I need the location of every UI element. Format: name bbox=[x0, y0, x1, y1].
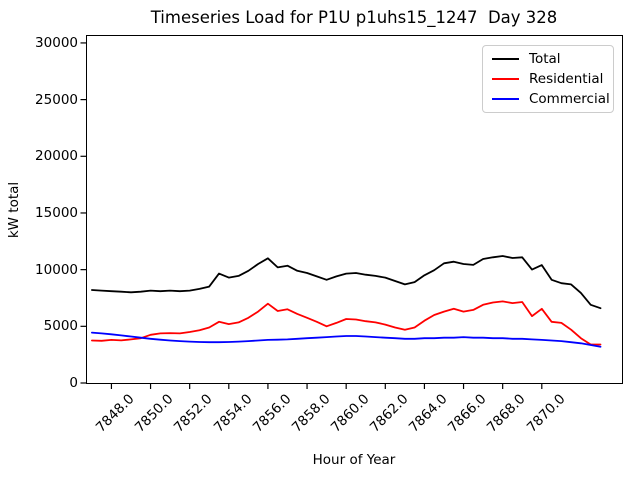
chart-title: Timeseries Load for P1U p1uhs15_1247 Day… bbox=[150, 8, 558, 27]
series-line-commercial bbox=[91, 331, 602, 348]
y-tick-label: 15000 bbox=[35, 204, 78, 221]
legend-item-residential: Residential bbox=[492, 71, 604, 88]
y-tick-label: 5000 bbox=[43, 318, 78, 335]
legend-item-commercial: Commercial bbox=[492, 91, 610, 108]
y-tick-label: 10000 bbox=[35, 261, 78, 278]
legend-item-total: Total bbox=[492, 51, 604, 68]
y-tick-label: 25000 bbox=[35, 91, 78, 108]
x-axis-label: Hour of Year bbox=[312, 452, 396, 468]
y-tick-label: 20000 bbox=[35, 148, 78, 165]
axes-spines bbox=[86, 35, 623, 384]
series-line-residential bbox=[91, 300, 602, 346]
legend-label: Commercial bbox=[529, 90, 610, 107]
legend-label: Total bbox=[529, 50, 561, 67]
legend-label: Residential bbox=[529, 70, 604, 87]
legend-line-swatch bbox=[492, 58, 519, 60]
legend-line-swatch bbox=[492, 98, 519, 100]
legend-line-swatch bbox=[492, 78, 519, 80]
series-line-total bbox=[91, 255, 602, 310]
legend: Total Residential Commercial bbox=[482, 45, 614, 113]
y-tick-label: 30000 bbox=[35, 34, 78, 51]
y-tick-label: 0 bbox=[69, 375, 78, 391]
